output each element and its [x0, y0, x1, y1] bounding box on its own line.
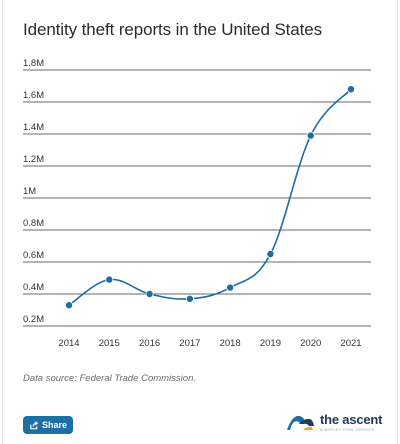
data-point: [346, 85, 355, 94]
brand-name: the ascent: [320, 411, 383, 427]
data-point: [226, 283, 235, 292]
x-tick-label: 2020: [300, 338, 321, 349]
y-tick-label: 0.2M: [23, 314, 44, 325]
data-source-note: Data source: Federal Trade Commission.: [23, 373, 196, 384]
data-point: [185, 294, 194, 303]
y-tick-label: 0.8M: [23, 218, 44, 229]
share-icon: [30, 420, 38, 429]
share-button[interactable]: Share: [23, 416, 73, 434]
data-point: [266, 249, 275, 258]
y-tick-label: 1.8M: [23, 58, 44, 69]
line-chart: 0.2M 0.4M 0.6M 0.8M 1M 1.2M 1.4M 1.6M 1.8M 2014 20…: [23, 58, 371, 349]
y-tick-label: 1.4M: [23, 122, 44, 133]
x-tick-label: 2016: [139, 338, 160, 349]
chart-title: Identity theft reports in the United Sta…: [23, 20, 323, 39]
x-tick-label: 2021: [340, 338, 361, 349]
y-tick-label: 0.4M: [23, 282, 44, 293]
x-tick-label: 2018: [220, 338, 241, 349]
y-tick-label: 0.6M: [23, 250, 44, 261]
brand-tagline: A MOTLEY FOOL SERVICE: [320, 426, 375, 432]
brand-logo[interactable]: the ascent A MOTLEY FOOL SERVICE: [285, 411, 383, 432]
data-point: [65, 301, 74, 310]
y-tick-label: 1.2M: [23, 154, 44, 165]
data-point: [105, 275, 114, 284]
data-point: [306, 131, 315, 140]
share-label: Share: [41, 420, 67, 430]
y-tick-label: 1M: [23, 186, 36, 197]
series-line: [68, 88, 352, 306]
x-tick-label: 2014: [58, 338, 79, 349]
ascent-logo-icon: [287, 415, 314, 430]
x-tick-label: 2019: [260, 338, 281, 349]
x-tick-label: 2017: [179, 338, 200, 349]
y-tick-label: 1.6M: [23, 90, 44, 101]
data-point: [145, 289, 154, 298]
x-tick-label: 2015: [99, 338, 120, 349]
